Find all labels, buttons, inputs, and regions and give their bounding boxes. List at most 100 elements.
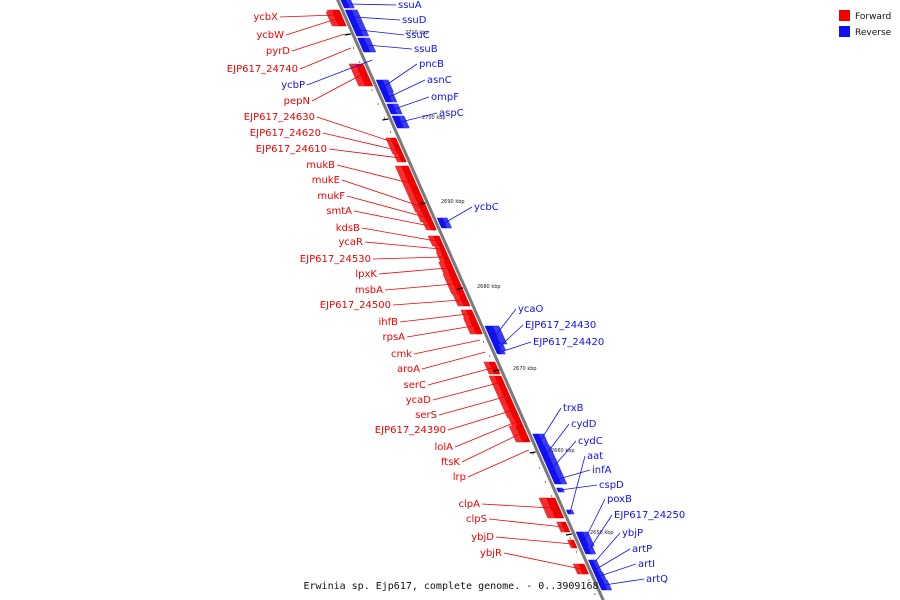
gene-label-muke: mukE xyxy=(312,175,340,186)
gene-label-msba: msbA xyxy=(355,285,383,296)
legend-reverse-swatch xyxy=(839,26,850,37)
leader-line-cydd xyxy=(546,423,570,454)
label-leaders xyxy=(279,3,645,586)
leader-line-lola xyxy=(454,421,517,448)
gene-label-poxb: poxB xyxy=(607,494,632,505)
gene-label-ssud: ssuD xyxy=(402,15,427,26)
gene-label-ejp617-24610: EJP617_24610 xyxy=(256,144,327,155)
gene-label-ejp617-24530: EJP617_24530 xyxy=(300,254,371,265)
gene-block-ybjr xyxy=(572,563,590,575)
gene-block-shade-ycad xyxy=(489,376,501,390)
leader-line-ycar xyxy=(364,241,441,250)
leader-line-pyrd xyxy=(291,33,345,52)
gene-block-shade-trxb xyxy=(538,434,550,446)
leader-line-ssua xyxy=(347,3,397,6)
leader-line-ejp617-24500 xyxy=(392,299,462,306)
gene-block-shade-ompf xyxy=(392,104,403,114)
gene-block-ejp617-24250 xyxy=(581,545,597,555)
gene-label-mukf: mukF xyxy=(317,191,345,202)
gene-block-shade-ybjp xyxy=(592,560,600,566)
gene-label-pepn: pepN xyxy=(284,96,310,107)
leader-line-arti xyxy=(599,563,637,577)
gene-label-kdsb: kdsB xyxy=(336,223,360,234)
gene-label-mukb: mukB xyxy=(306,160,335,171)
leader-line-lpxk xyxy=(378,267,448,275)
gene-block-shade-poxb xyxy=(582,532,595,546)
leader-line-ycbp xyxy=(306,59,373,86)
leader-line-muke xyxy=(341,179,420,207)
gene-block-shade-mukb xyxy=(395,166,417,200)
genome-axis xyxy=(336,0,605,600)
gene-block-shade-aspc xyxy=(398,116,410,128)
leader-line-artq xyxy=(604,578,645,586)
gene-label-ejp617-24420: EJP617_24420 xyxy=(533,337,604,348)
gene-block-ftsk xyxy=(508,425,531,443)
leader-line-rpsa xyxy=(406,325,474,338)
gene-label-asnc: asnC xyxy=(427,75,452,86)
gene-block-ompf xyxy=(386,103,403,115)
gene-label-cmk: cmk xyxy=(391,349,412,360)
gene-label-serc: serC xyxy=(404,380,426,391)
gene-label-trxb: trxB xyxy=(563,403,584,414)
gene-block-shade-ycbc xyxy=(442,218,452,228)
gene-label-rpsa: rpsA xyxy=(382,332,405,343)
leader-line-trxb xyxy=(540,407,562,441)
gene-label-artp: artP xyxy=(632,544,652,555)
leader-line-infa xyxy=(558,469,591,480)
leader-line-msba xyxy=(384,283,454,291)
tick-mark xyxy=(565,533,573,536)
gene-block-asnc xyxy=(381,91,398,103)
gene-label-clps: clpS xyxy=(466,514,487,525)
gene-block-shade-mukf xyxy=(416,212,427,222)
gene-block-shade-ejp617-24620 xyxy=(389,146,398,154)
gene-label-ompf: ompF xyxy=(431,92,459,103)
gene-block-ejp617-24390 xyxy=(501,403,521,419)
leader-line-ejp617-24740 xyxy=(299,47,352,70)
leader-line-ycbw xyxy=(285,18,337,36)
leader-line-ycao xyxy=(495,308,517,336)
leader-line-ejp617-24630 xyxy=(316,116,393,143)
gene-label-ihfb: ihfB xyxy=(379,317,399,328)
gene-label-cydd: cydD xyxy=(571,419,597,430)
gene-label-ssuc: ssuC xyxy=(406,30,430,41)
gene-label-sers: serS xyxy=(415,410,437,421)
tick-mark xyxy=(529,451,536,454)
leader-line-ssud xyxy=(354,16,401,21)
gene-label-pncb: pncB xyxy=(419,59,444,70)
leader-line-ftsk xyxy=(461,433,520,463)
gene-label-ejp617-24250: EJP617_24250 xyxy=(614,510,685,521)
leader-line-aat xyxy=(569,455,586,513)
leader-line-clpa xyxy=(481,503,552,509)
leader-line-cspd xyxy=(560,484,598,491)
gene-label-ycbw: ycbW xyxy=(256,30,284,41)
tick-label: 2650 kbp xyxy=(590,530,614,536)
gene-block-shade-lola xyxy=(508,418,518,426)
gene-label-aat: aat xyxy=(587,451,603,462)
gene-block-shade-ejp617-24430 xyxy=(498,344,506,350)
leader-line-ybjd xyxy=(495,536,573,545)
gene-block-ejp617-24500 xyxy=(452,293,471,307)
tick-marks: 2710 kbp 2700 kbp 2690 kbp 2680 kbp 2670 kbp… xyxy=(340,19,614,595)
gene-block-shade-artq xyxy=(602,580,612,590)
gene-block-shade-cydd xyxy=(544,446,557,460)
gene-label-infa: infA xyxy=(592,465,612,476)
gene-label-ejp617-24390: EJP617_24390 xyxy=(375,425,446,436)
gene-label-smta: smtA xyxy=(326,206,352,217)
leader-line-aroa xyxy=(421,351,486,370)
legend-forward: Forward xyxy=(839,10,891,22)
tick-label: 2700 kbp xyxy=(422,115,446,121)
leader-line-ssuc xyxy=(359,29,405,36)
leader-line-ihfb xyxy=(399,313,469,323)
leader-line-ompf xyxy=(394,96,430,110)
gene-label-lrp: lrp xyxy=(453,472,466,483)
gene-block-rpsa xyxy=(463,317,483,335)
gene-block-aspc xyxy=(391,115,410,129)
gene-label-pyrd: pyrD xyxy=(266,46,290,57)
gene-label-ycbx: ycbX xyxy=(253,12,278,23)
gene-label-ybjd: ybjD xyxy=(471,532,494,543)
leader-line-ejp617-24390 xyxy=(447,410,511,431)
gene-block-shade-artp xyxy=(595,566,602,572)
leader-line-mukf xyxy=(346,195,425,218)
legend-reverse: Reverse xyxy=(839,26,892,38)
leader-line-ejp617-24430 xyxy=(498,324,524,348)
